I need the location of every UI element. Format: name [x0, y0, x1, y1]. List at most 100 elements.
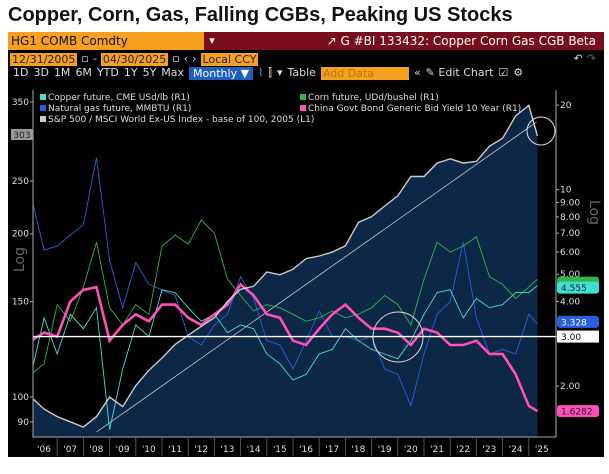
- external-link-icon[interactable]: ↗: [326, 34, 341, 48]
- x-tick-label: '06: [37, 445, 51, 455]
- badge-bg: [557, 315, 599, 328]
- redo-icon[interactable]: ↷: [586, 52, 596, 65]
- chart-title: ↗ G #BI 133432: Copper Corn Gas CGB Beta: [327, 32, 596, 50]
- right-tick-label: 6.00: [560, 248, 580, 258]
- legend-label: Corn future, UDd/bushel (R1): [308, 93, 439, 103]
- period-ytd[interactable]: YTD: [96, 66, 119, 79]
- series-line-1: [33, 219, 538, 374]
- x-tick-label: '09: [116, 445, 130, 455]
- highlight-circle-2019: [372, 311, 424, 363]
- add-data-input[interactable]: Add Data: [320, 66, 409, 80]
- x-tick-label: '13: [220, 445, 234, 455]
- x-tick-label: '17: [325, 445, 339, 455]
- badge-text: 1.6282: [561, 408, 593, 418]
- trend-line: [96, 121, 537, 433]
- badge-text: 3.328: [561, 318, 587, 328]
- right-tick-label: 5.00: [560, 270, 580, 280]
- highlight-circle-end: [526, 116, 556, 146]
- series-line-2: [33, 157, 538, 408]
- series-line-0: [33, 285, 538, 430]
- x-tick-label: '11: [168, 445, 182, 455]
- period-row: 1D 3D 1M 6M YTD 1Y 5Y Max Monthly ▼ ⌇ ⫿ …: [8, 66, 604, 80]
- x-tick-label: '14: [247, 445, 261, 455]
- left-last-value-badge: 303: [11, 129, 33, 141]
- edit-chart-button[interactable]: ✎ Edit Chart: [426, 66, 494, 80]
- x-tick-label: '08: [89, 445, 103, 455]
- date-dash: -: [92, 52, 97, 65]
- right-tick-label: 9.00: [560, 199, 580, 209]
- legend-swatch: [40, 116, 46, 122]
- badge-bg: [11, 129, 33, 140]
- chart-type-dropdown-icon[interactable]: ▾: [276, 66, 283, 79]
- undo-icon[interactable]: ↶: [573, 52, 583, 65]
- annotate-icon[interactable]: ☑: [498, 66, 509, 79]
- currency-select[interactable]: Local CCY: [200, 52, 259, 66]
- x-tick-label: '15: [273, 445, 287, 455]
- chart-title-text: G #BI 133432: Copper Corn Gas CGB Beta: [340, 34, 597, 48]
- right-tick-label: 8.00: [560, 213, 580, 223]
- end-date-input[interactable]: 04/30/2025: [100, 52, 169, 66]
- right-tick-label: 2.00: [560, 382, 580, 392]
- period-5y[interactable]: 5Y: [142, 66, 157, 79]
- badge-text: 4.555: [561, 284, 587, 294]
- legend-item: Copper future, CME USd/lb (R1): [40, 93, 190, 103]
- line-chart-icon[interactable]: ⌇: [258, 66, 264, 79]
- period-3d[interactable]: 3D: [33, 66, 49, 79]
- legend-label: S&P 500 / MSCI World Ex-US Index - base …: [48, 115, 314, 125]
- legend-label: Natural gas future, MMBTU (R1): [48, 104, 191, 114]
- dropdown-icon[interactable]: ▾: [209, 34, 215, 47]
- edit-chart-label: Edit Chart: [438, 66, 494, 79]
- legend-item: S&P 500 / MSCI World Ex-US Index - base …: [40, 115, 314, 125]
- bar-chart-icon[interactable]: ⫿: [268, 66, 272, 79]
- last-value-badge: 4.555: [557, 281, 599, 294]
- pencil-icon: ✎: [425, 66, 435, 79]
- period-max[interactable]: Max: [161, 66, 185, 79]
- date-row: 12/31/2005 ▫ - 04/30/2025 ▫ ‹ › Local CC…: [8, 52, 604, 66]
- x-tick-label: '20: [404, 445, 418, 455]
- start-date-input[interactable]: 12/31/2005: [10, 52, 78, 66]
- x-tick-label: '07: [63, 445, 77, 455]
- period-1d[interactable]: 1D: [13, 66, 29, 79]
- prev-icon[interactable]: ‹: [183, 52, 189, 65]
- security-input[interactable]: HG1 COMB Comdty: [8, 32, 204, 50]
- left-axis-label: Log: [12, 247, 28, 272]
- x-tick-label: '25: [535, 445, 549, 455]
- legend-swatch: [40, 94, 46, 100]
- x-tick-label: '24: [509, 445, 523, 455]
- period-6m[interactable]: 6M: [75, 66, 92, 79]
- calendar-icon[interactable]: ▫: [172, 52, 180, 65]
- period-1m[interactable]: 1M: [53, 66, 71, 79]
- legend-label: Copper future, CME USd/lb (R1): [48, 93, 190, 103]
- calendar-icon[interactable]: ▫: [81, 52, 89, 65]
- legend-swatch: [300, 105, 306, 111]
- next-icon[interactable]: ›: [192, 52, 197, 65]
- collapse-icon[interactable]: «: [413, 66, 421, 79]
- badge-bg: [557, 330, 599, 343]
- plot-area: [33, 104, 539, 437]
- last-value-badge: 1.6282: [557, 405, 599, 418]
- right-axis-label: Log: [586, 200, 602, 225]
- x-tick-label: '10: [142, 445, 156, 455]
- right-tick-label: 10: [560, 186, 572, 196]
- left-tick-label: 100: [12, 393, 29, 403]
- x-tick-label: '22: [456, 445, 470, 455]
- x-tick-label: '19: [378, 445, 392, 455]
- badge-bg: [557, 281, 599, 294]
- x-tick-label: '16: [299, 445, 313, 455]
- legend-swatch: [300, 94, 306, 100]
- legend-label: China Govt Bond Generic Bid Yield 10 Yea…: [308, 104, 521, 114]
- right-tick-label: 20: [560, 101, 572, 111]
- table-button[interactable]: Table: [287, 66, 316, 79]
- period-1y[interactable]: 1Y: [123, 66, 138, 79]
- last-value-badge: 3.328: [557, 315, 599, 328]
- frequency-select[interactable]: Monthly ▼: [189, 66, 254, 80]
- legend-item: China Govt Bond Generic Bid Yield 10 Yea…: [300, 104, 521, 114]
- series-line-3: [33, 282, 539, 413]
- x-tick-label: '23: [482, 445, 496, 455]
- x-tick-label: '21: [430, 445, 444, 455]
- right-tick-label: 7.00: [560, 229, 580, 239]
- gear-icon[interactable]: ⚙: [513, 66, 524, 79]
- left-tick-label: 250: [12, 177, 29, 187]
- right-tick-label: 4.00: [560, 297, 580, 307]
- left-tick-label: 90: [18, 418, 30, 428]
